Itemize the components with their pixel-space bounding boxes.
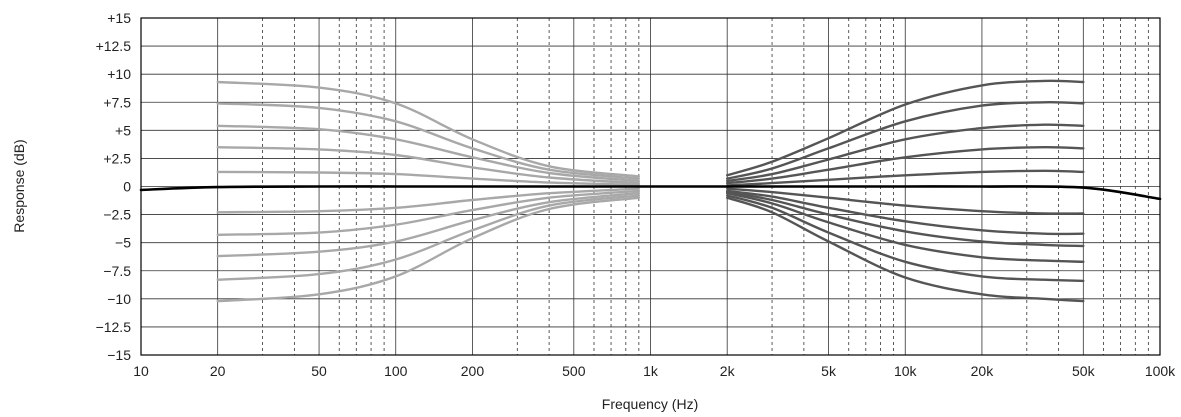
bass-response-curve (216, 189, 640, 236)
x-tick-label: 10k (894, 363, 918, 379)
treble-response-curve (726, 189, 1085, 236)
bass-response-curve (216, 124, 640, 183)
x-tick-label: 50 (311, 363, 327, 379)
treble-response-curve (726, 101, 1085, 180)
treble-response-curve (726, 192, 1085, 263)
x-tick-label: 5k (821, 363, 837, 379)
y-axis-title: Response (dB) (11, 139, 27, 232)
x-tick-labels: 10 20 50 100 200 500 1k 2k 5k 10k 20k 50k 100k (133, 363, 1176, 379)
y-tick-label: −15 (107, 347, 131, 363)
x-tick-label: 50k (1072, 363, 1096, 379)
bass-response-curve (216, 192, 640, 258)
bass-response-curve (216, 170, 640, 186)
bass-response-curve (216, 194, 640, 281)
y-tick-label: +5 (115, 122, 131, 138)
y-tick-label: −7.5 (103, 263, 131, 279)
treble-response-curve (726, 196, 1085, 303)
treble-response-curve (726, 169, 1085, 187)
y-tick-label: +7.5 (103, 94, 131, 110)
bass-response-curve (216, 102, 640, 180)
response-curves (139, 79, 1162, 303)
x-tick-label: 2k (720, 363, 736, 379)
x-tick-label: 20 (210, 363, 226, 379)
x-tick-label: 500 (562, 363, 586, 379)
y-tick-label: +10 (107, 66, 131, 82)
treble-response-curve (726, 194, 1085, 283)
treble-response-curve (726, 187, 1085, 215)
flat-response-curve (139, 185, 1162, 201)
x-tick-label: 1k (643, 363, 659, 379)
y-tick-labels: +15 +12.5 +10 +7.5 +5 +2.5 0 −2.5 −5 −7.5 −10 −12.5… (96, 10, 132, 363)
y-tick-label: −2.5 (103, 207, 131, 223)
y-tick-label: +15 (107, 10, 131, 26)
treble-response-curve (726, 123, 1085, 183)
treble-response-curve (726, 190, 1085, 248)
treble-response-curve (726, 145, 1085, 185)
bass-response-curve (216, 187, 640, 214)
y-tick-label: −12.5 (96, 319, 132, 335)
x-tick-label: 10 (133, 363, 149, 379)
y-tick-label: +12.5 (96, 38, 132, 54)
x-axis-title: Frequency (Hz) (602, 396, 698, 412)
y-tick-label: +2.5 (103, 150, 131, 166)
plot-frame (140, 17, 1161, 356)
y-tick-label: −5 (115, 235, 131, 251)
bass-response-curve (216, 80, 640, 178)
y-tick-label: 0 (123, 179, 131, 195)
x-tick-label: 100 (384, 363, 408, 379)
bass-response-curve (216, 146, 640, 185)
treble-response-curve (726, 79, 1085, 177)
y-tick-label: −10 (107, 291, 131, 307)
x-tick-label: 100k (1145, 363, 1176, 379)
x-tick-label: 200 (461, 363, 485, 379)
bass-response-curve (216, 196, 640, 303)
x-tick-label: 20k (971, 363, 995, 379)
